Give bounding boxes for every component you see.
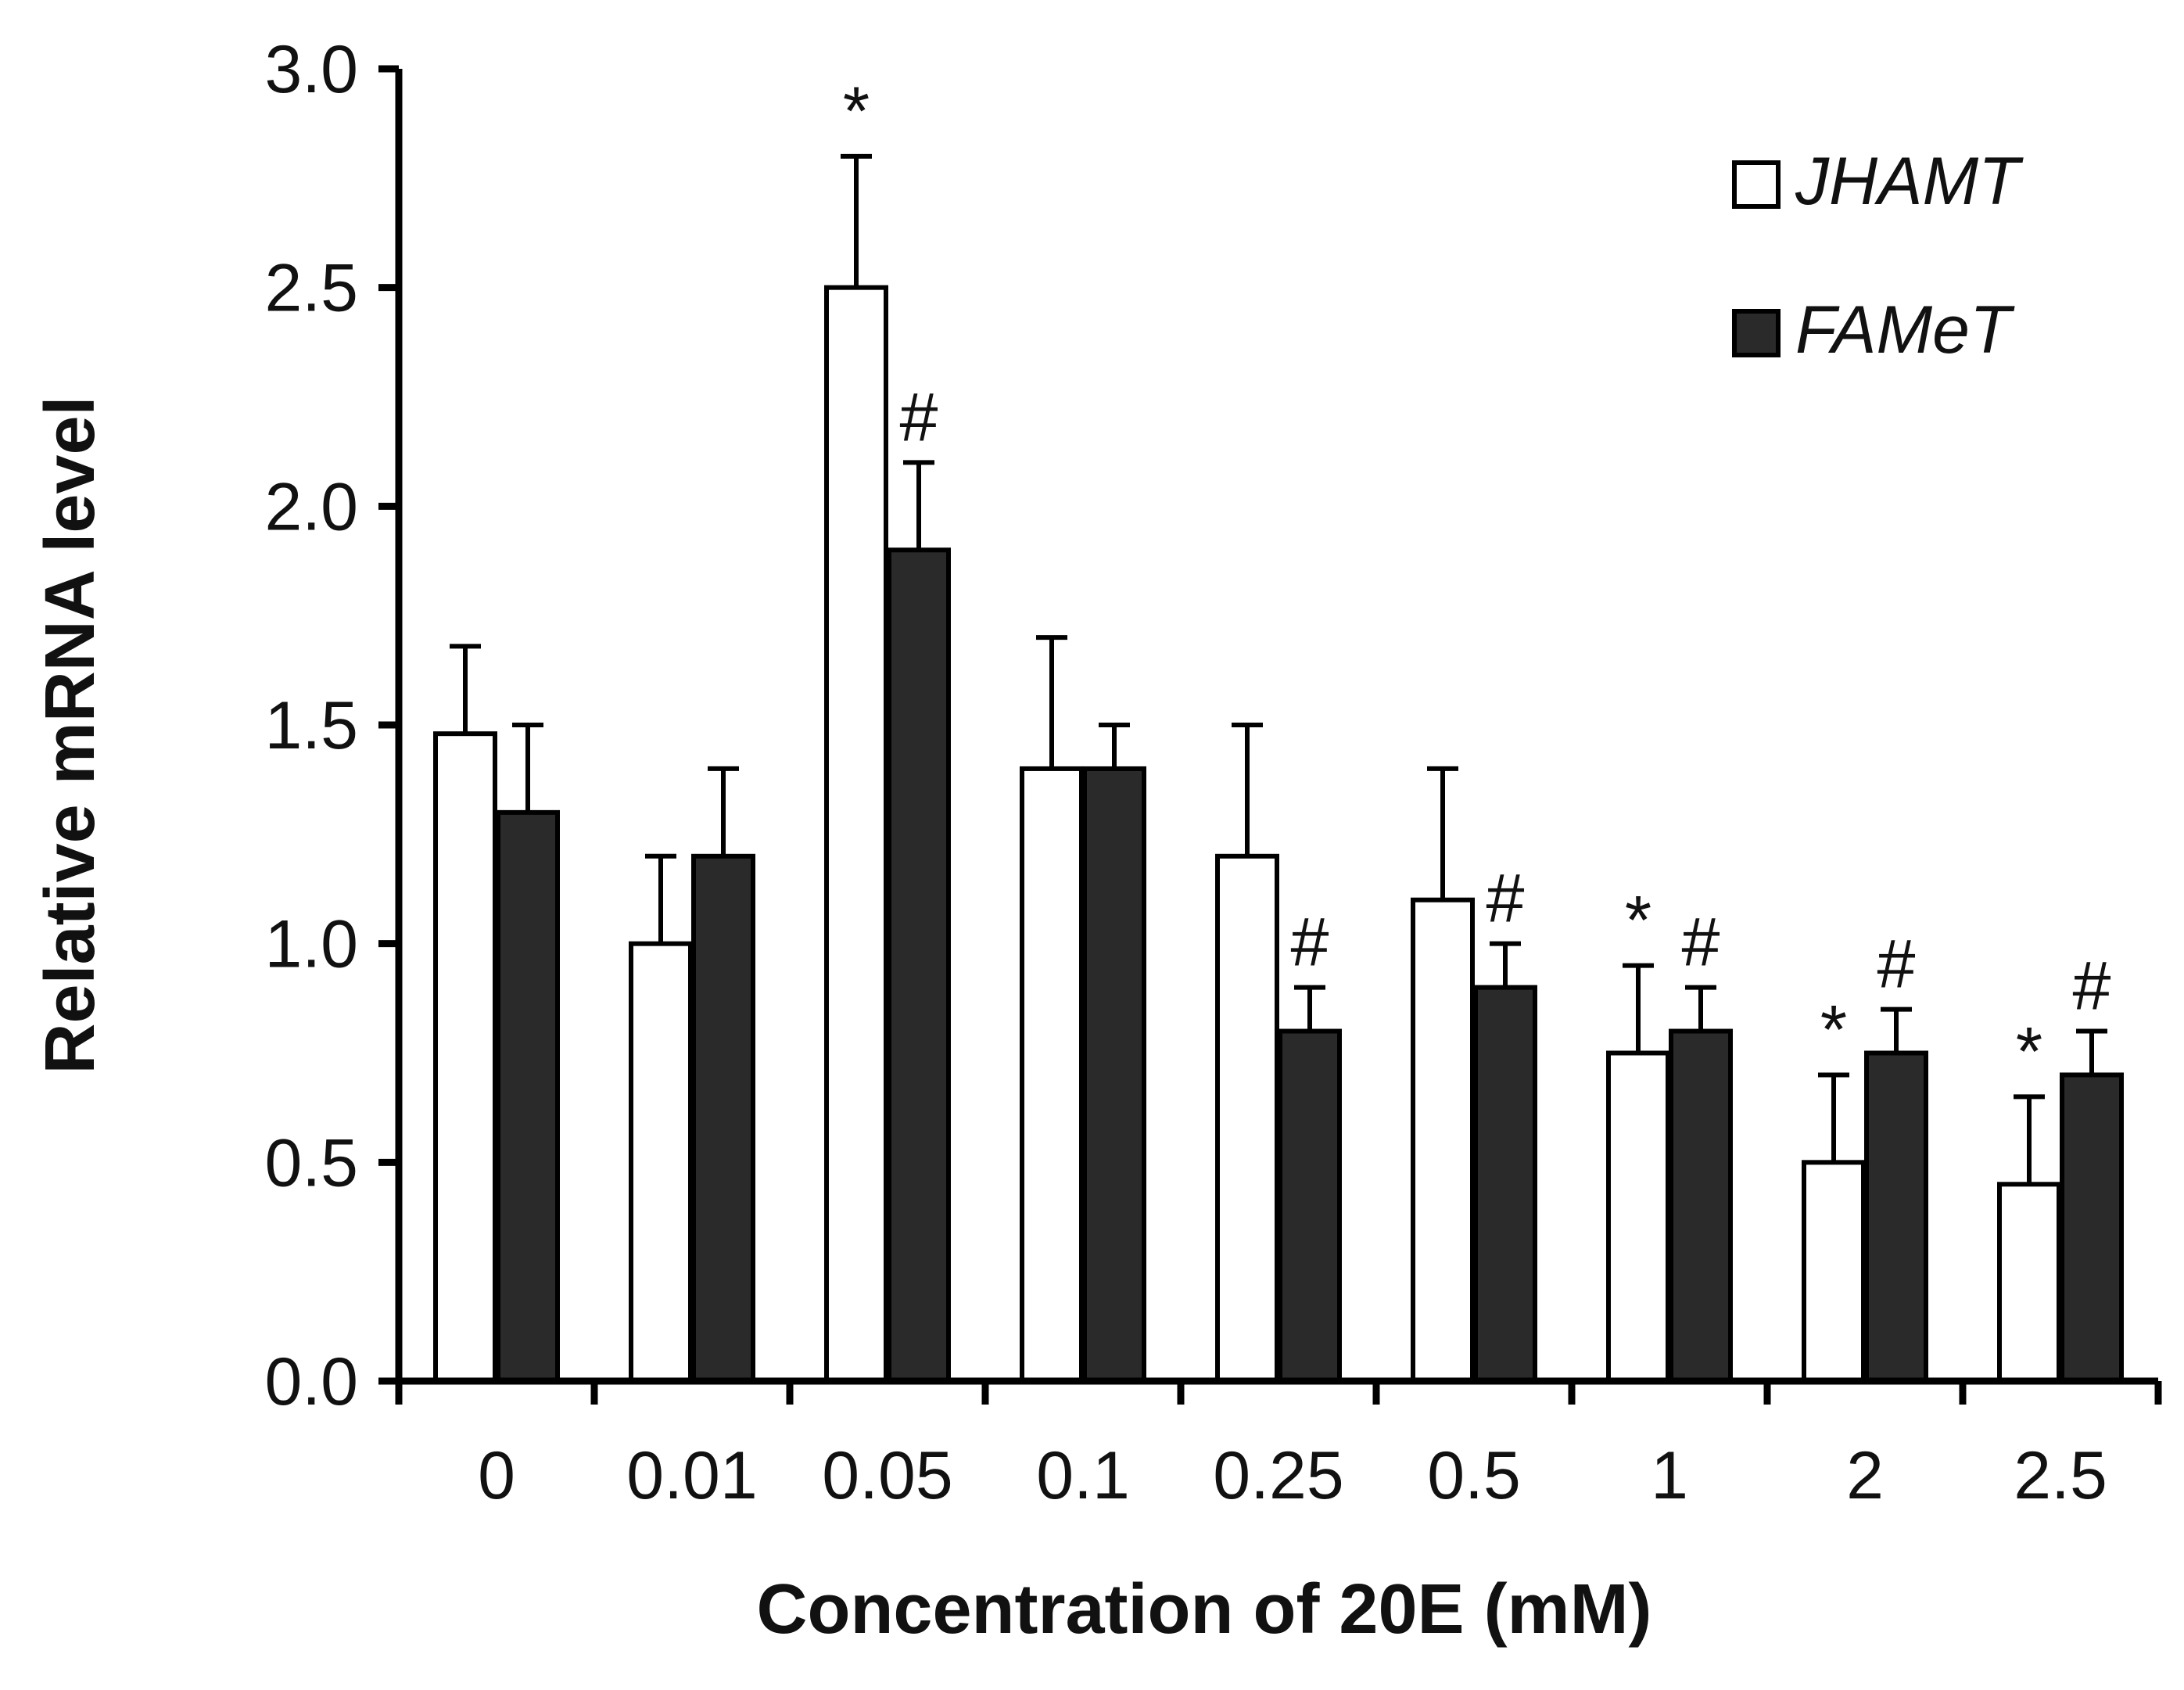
x-tick-label: 0.25 [1213,1438,1343,1513]
asterisk-marker-7: * [1820,990,1847,1067]
x-tick-label: 2 [1846,1438,1884,1513]
bar-jhamt-1 [629,941,693,1383]
bar-famet-4 [1278,1028,1342,1383]
bar-famet-3 [1082,766,1146,1383]
bar-jhamt-4 [1215,853,1279,1384]
hash-marker-7: # [1877,925,1916,1003]
hash-marker-6: # [1682,903,1720,981]
asterisk-marker-6: * [1625,881,1651,959]
y-tick-label: 3.0 [264,32,358,107]
significance-markers-layer: * * * * # # # # # # [843,72,2111,1090]
y-tick-label: 1.5 [264,688,358,763]
bar-jhamt-2 [824,285,888,1384]
legend-label-famet: FAMeT [1795,292,2015,368]
bar-famet-1 [691,853,755,1384]
bar-jhamt-6 [1606,1050,1670,1383]
x-tick-label: 0.5 [1427,1438,1521,1513]
asterisk-marker-8: * [2016,1012,2042,1089]
y-tick-label: 2.0 [264,469,358,544]
y-axis-title: Relative mRNA level [31,396,109,1074]
x-axis-title: Concentration of 20E (mM) [756,1570,1651,1649]
y-tick-label: 0.0 [264,1344,358,1419]
hash-marker-5: # [1486,859,1525,937]
bar-jhamt-5 [1411,897,1475,1383]
bar-jhamt-8 [1997,1182,2061,1384]
x-tick-label: 1 [1651,1438,1688,1513]
y-tick-label: 1.0 [264,907,358,982]
legend-swatch-famet [1732,309,1781,357]
legend: JHAMT FAMeT [1732,144,2024,368]
bar-jhamt-7 [1802,1160,1866,1384]
legend-label-jhamt: JHAMT [1795,144,2024,219]
x-tick-label: 2.5 [2014,1438,2107,1513]
x-tick-label: 0 [478,1438,515,1513]
legend-swatch-jhamt [1732,160,1781,209]
error-bars-layer [450,153,2107,1185]
x-axis-ticks: 0 0.01 0.05 0.1 0.25 0.5 1 2 2.5 [395,1381,2162,1513]
x-tick-label: 0.1 [1036,1438,1130,1513]
bar-jhamt-0 [433,731,497,1383]
bars-layer [433,285,2124,1384]
asterisk-marker-2: * [843,72,870,149]
bar-famet-2 [887,547,951,1383]
x-tick-label: 0.01 [626,1438,757,1513]
y-axis-ticks: 0.0 0.5 1.0 1.5 2.0 2.5 3.0 [264,32,399,1419]
bar-famet-6 [1669,1028,1733,1383]
bar-famet-7 [1864,1050,1928,1383]
bar-famet-0 [496,809,560,1384]
bar-jhamt-3 [1020,766,1084,1383]
x-tick-label: 0.05 [822,1438,952,1513]
hash-marker-4: # [1291,903,1329,981]
bar-famet-8 [2060,1072,2124,1383]
hash-marker-8: # [2073,947,2111,1024]
bar-famet-5 [1473,985,1537,1383]
y-tick-label: 0.5 [264,1125,358,1200]
hash-marker-2: # [900,378,938,455]
y-tick-label: 2.5 [264,251,358,326]
